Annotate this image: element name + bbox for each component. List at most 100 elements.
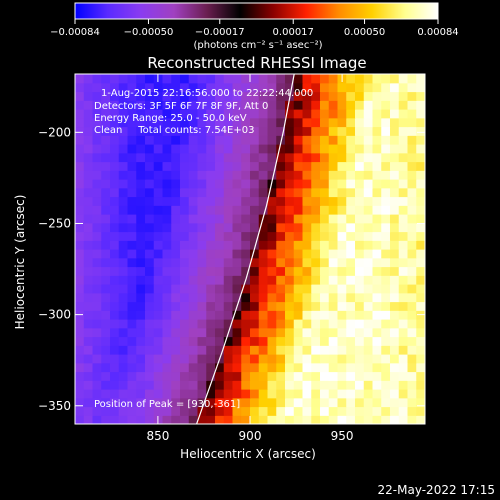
heatmap-cell	[180, 389, 190, 399]
heatmap-cell	[92, 249, 102, 259]
heatmap-cell	[241, 354, 251, 364]
heatmap-cell	[346, 275, 356, 285]
heatmap-cell	[258, 179, 269, 189]
heatmap-cell	[372, 257, 382, 268]
heatmap-cell	[416, 82, 425, 93]
heatmap-cell	[83, 266, 94, 276]
heatmap-cell	[346, 170, 356, 180]
heatmap-cell	[407, 397, 417, 408]
heatmap-cell	[407, 284, 417, 294]
heatmap-cell	[215, 231, 225, 241]
heatmap-cell	[206, 91, 216, 101]
heatmap-cell	[372, 397, 382, 408]
heatmap-cell	[197, 327, 207, 338]
heatmap-cell	[110, 231, 120, 241]
heatmap-cell	[372, 240, 382, 250]
heatmap-cell	[241, 100, 251, 110]
heatmap-cell	[75, 152, 85, 163]
heatmap-cell	[215, 205, 225, 215]
annotation-detectors: Detectors: 3F 5F 6F 7F 8F 9F, Att 0	[94, 101, 268, 112]
heatmap-cell	[355, 109, 365, 119]
heatmap-cell	[127, 231, 137, 241]
heatmap-cell	[180, 231, 190, 241]
heatmap-cell	[311, 187, 321, 198]
heatmap-cell	[302, 187, 312, 198]
heatmap-cell	[145, 354, 155, 364]
heatmap-cell	[145, 161, 155, 171]
heatmap-cell	[241, 345, 251, 355]
heatmap-cell	[293, 301, 304, 311]
heatmap-cell	[232, 74, 242, 84]
heatmap-cell	[390, 222, 400, 233]
heatmap-cell	[416, 249, 425, 259]
colorbar-tick-label: −0.00050	[124, 27, 174, 38]
heatmap-cell	[171, 117, 181, 128]
heatmap-cell	[153, 74, 164, 84]
heatmap-cell	[276, 415, 286, 424]
heatmap-cell	[171, 161, 181, 171]
heatmap-cell	[241, 249, 251, 259]
heatmap-cell	[276, 336, 286, 346]
heatmap-cell	[75, 397, 85, 408]
heatmap-cell	[110, 82, 120, 93]
heatmap-cell	[355, 240, 365, 250]
heatmap-cell	[302, 231, 312, 241]
heatmap-cell	[320, 240, 330, 250]
heatmap-cell	[250, 117, 260, 128]
heatmap-cell	[110, 266, 120, 276]
heatmap-cell	[328, 205, 339, 215]
heatmap-cell	[153, 380, 164, 390]
heatmap-cell	[372, 82, 382, 93]
heatmap-cell	[407, 82, 417, 93]
heatmap-cell	[346, 406, 356, 416]
heatmap-cell	[372, 152, 382, 163]
heatmap-cell	[136, 362, 146, 373]
heatmap-cell	[285, 371, 295, 381]
heatmap-cell	[285, 266, 295, 276]
x-axis-label: Heliocentric X (arcsec)	[180, 447, 316, 461]
heatmap-cell	[293, 196, 304, 206]
heatmap-cell	[407, 214, 417, 224]
heatmap-cell	[363, 284, 374, 294]
heatmap-cell	[145, 336, 155, 346]
heatmap-cell	[206, 415, 216, 424]
heatmap-cell	[83, 319, 94, 329]
heatmap-cell	[223, 397, 234, 408]
heatmap-cell	[232, 336, 242, 346]
heatmap-cell	[320, 231, 330, 241]
heatmap-cell	[398, 257, 409, 268]
heatmap-cell	[285, 406, 295, 416]
heatmap-cell	[302, 196, 312, 206]
heatmap-cell	[197, 214, 207, 224]
heatmap-cell	[171, 82, 181, 93]
heatmap-cell	[276, 196, 286, 206]
heatmap-cell	[311, 205, 321, 215]
heatmap-cell	[118, 389, 129, 399]
heatmap-cell	[355, 117, 365, 128]
heatmap-cell	[293, 292, 304, 303]
heatmap-cell	[320, 152, 330, 163]
heatmap-cell	[276, 266, 286, 276]
heatmap-cell	[390, 266, 400, 276]
heatmap-cell	[206, 362, 216, 373]
heatmap-cell	[276, 354, 286, 364]
heatmap-cell	[232, 126, 242, 136]
heatmap-cell	[250, 214, 260, 224]
heatmap-cell	[241, 179, 251, 189]
heatmap-cell	[285, 415, 295, 424]
heatmap-cell	[372, 135, 382, 145]
heatmap-cell	[92, 214, 102, 224]
heatmap-cell	[258, 301, 269, 311]
heatmap-cell	[232, 100, 242, 110]
heatmap-cell	[223, 345, 234, 355]
heatmap-cell	[223, 275, 234, 285]
x-tick-label: 950	[331, 429, 354, 443]
heatmap-cell	[118, 275, 129, 285]
heatmap-cell	[197, 389, 207, 399]
heatmap-cell	[258, 266, 269, 276]
heatmap-cell	[267, 231, 277, 241]
heatmap-cell	[83, 345, 94, 355]
heatmap-cell	[145, 152, 155, 163]
heatmap-cell	[381, 91, 391, 101]
heatmap-cell	[311, 135, 321, 145]
